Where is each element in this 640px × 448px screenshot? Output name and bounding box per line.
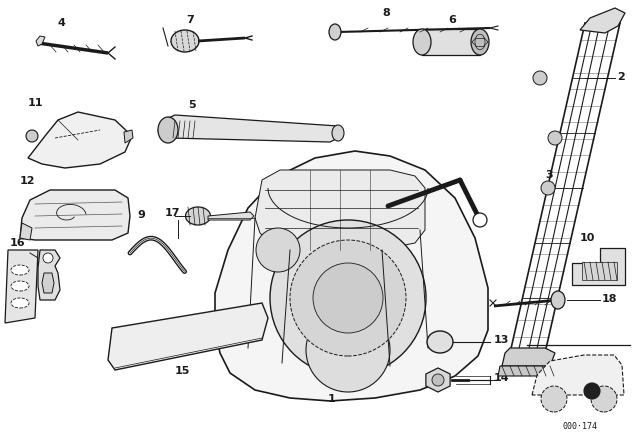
Polygon shape	[532, 355, 624, 395]
Text: 15: 15	[175, 366, 190, 376]
Polygon shape	[124, 130, 133, 143]
Text: 1: 1	[328, 394, 336, 404]
Polygon shape	[20, 190, 130, 240]
Polygon shape	[498, 366, 558, 376]
Text: 14: 14	[494, 373, 509, 383]
Bar	[582, 262, 617, 280]
Polygon shape	[215, 151, 488, 401]
Ellipse shape	[11, 281, 29, 291]
Ellipse shape	[427, 331, 453, 353]
Circle shape	[432, 374, 444, 386]
Text: 8: 8	[382, 8, 390, 18]
Ellipse shape	[332, 125, 344, 141]
Polygon shape	[20, 223, 32, 240]
Circle shape	[473, 213, 487, 227]
Text: 3: 3	[545, 170, 552, 180]
Circle shape	[591, 386, 617, 412]
Polygon shape	[42, 273, 54, 293]
Bar	[422, 29, 480, 55]
Circle shape	[541, 181, 555, 195]
Ellipse shape	[11, 298, 29, 308]
Circle shape	[584, 383, 600, 399]
Circle shape	[313, 263, 383, 333]
Text: 000·174: 000·174	[563, 422, 598, 431]
Polygon shape	[108, 303, 268, 370]
Polygon shape	[36, 36, 45, 46]
Ellipse shape	[329, 24, 341, 40]
Polygon shape	[208, 212, 254, 220]
Circle shape	[43, 253, 53, 263]
Polygon shape	[158, 115, 342, 142]
Ellipse shape	[158, 117, 178, 143]
Circle shape	[306, 308, 390, 392]
Circle shape	[26, 130, 38, 142]
Polygon shape	[580, 8, 625, 33]
Circle shape	[548, 131, 562, 145]
Polygon shape	[572, 248, 625, 285]
Text: 10: 10	[580, 233, 595, 243]
Ellipse shape	[551, 291, 565, 309]
Polygon shape	[255, 170, 425, 250]
Ellipse shape	[471, 29, 489, 55]
Circle shape	[533, 71, 547, 85]
Text: 4: 4	[58, 18, 66, 28]
Ellipse shape	[186, 207, 211, 225]
Polygon shape	[502, 348, 555, 366]
Polygon shape	[28, 112, 132, 168]
Ellipse shape	[413, 29, 431, 55]
Text: 12: 12	[20, 176, 35, 186]
Polygon shape	[38, 250, 60, 300]
Circle shape	[290, 240, 406, 356]
Text: 9: 9	[137, 210, 145, 220]
Text: 5: 5	[188, 100, 196, 110]
Text: 18: 18	[602, 294, 618, 304]
Polygon shape	[426, 368, 450, 392]
Ellipse shape	[11, 265, 29, 275]
Text: 2: 2	[617, 72, 625, 82]
Circle shape	[541, 386, 567, 412]
Text: 17: 17	[164, 208, 180, 218]
Circle shape	[270, 220, 426, 376]
Text: 13: 13	[494, 335, 509, 345]
Circle shape	[256, 228, 300, 272]
Polygon shape	[5, 250, 38, 323]
Text: 7: 7	[186, 15, 194, 25]
Text: 6: 6	[448, 15, 456, 25]
Text: 11: 11	[28, 98, 44, 108]
Text: 16: 16	[10, 238, 25, 248]
Ellipse shape	[171, 30, 199, 52]
